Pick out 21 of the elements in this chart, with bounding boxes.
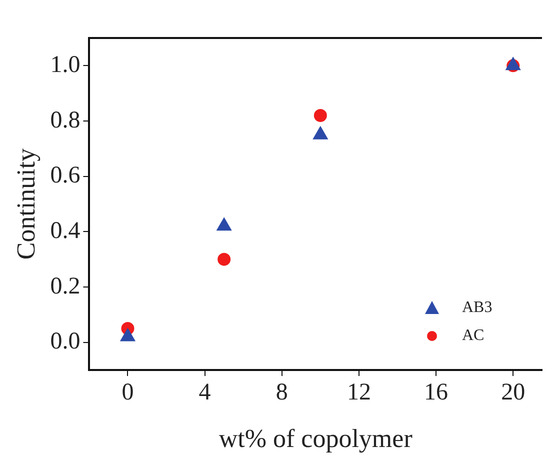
legend-label: AB3	[462, 299, 492, 316]
point	[120, 328, 136, 342]
legend-label: AC	[462, 327, 484, 344]
x-axis-title: wt% of copolymer	[218, 424, 413, 454]
x-tick-label: 4	[198, 380, 211, 406]
point	[216, 218, 232, 231]
y-axis-title: Continuity	[11, 148, 40, 260]
y-tick-label: 0.6	[50, 162, 80, 189]
point	[314, 108, 327, 122]
x-tick-label: 12	[346, 380, 371, 406]
y-tick-label: 1.0	[50, 52, 80, 78]
point	[312, 126, 328, 140]
y-tick-label: 0.2	[50, 273, 80, 300]
x-tick-label: 16	[424, 380, 448, 406]
y-tick-label: 0.4	[50, 218, 80, 244]
y-tick-label: 0.8	[50, 107, 80, 134]
y-tick-label: 0.0	[50, 328, 80, 355]
point	[218, 252, 231, 266]
x-tick-label: 8	[276, 380, 288, 406]
x-tick-label: 0	[122, 380, 134, 406]
x-tick-label: 20	[501, 380, 526, 406]
